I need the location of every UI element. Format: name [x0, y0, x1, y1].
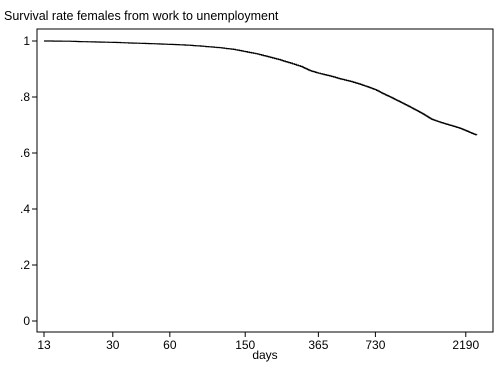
- chart-title: Survival rate females from work to unemp…: [4, 9, 279, 23]
- x-tick-label: 30: [106, 338, 120, 352]
- x-tick-label: 2190: [452, 338, 479, 352]
- x-tick-label: 365: [308, 338, 328, 352]
- y-tick-label: 1: [23, 34, 30, 48]
- y-tick-label: .2: [20, 258, 30, 272]
- x-tick-label: 60: [163, 338, 177, 352]
- y-tick-label: 0: [23, 314, 30, 328]
- survival-curve: [44, 40, 478, 136]
- x-tick-label: 13: [37, 338, 51, 352]
- plot-frame: [36, 28, 494, 333]
- x-tick-label: 150: [235, 338, 255, 352]
- x-axis-label: days: [252, 348, 277, 362]
- y-tick-label: .6: [20, 146, 30, 160]
- x-axis: 13 30 60 150 365 730 2190: [37, 332, 479, 352]
- x-tick-label: 730: [365, 338, 385, 352]
- y-tick-label: .8: [20, 90, 30, 104]
- y-tick-label: .4: [20, 202, 30, 216]
- y-axis: 0 .2 .4 .6 .8 1: [20, 34, 37, 328]
